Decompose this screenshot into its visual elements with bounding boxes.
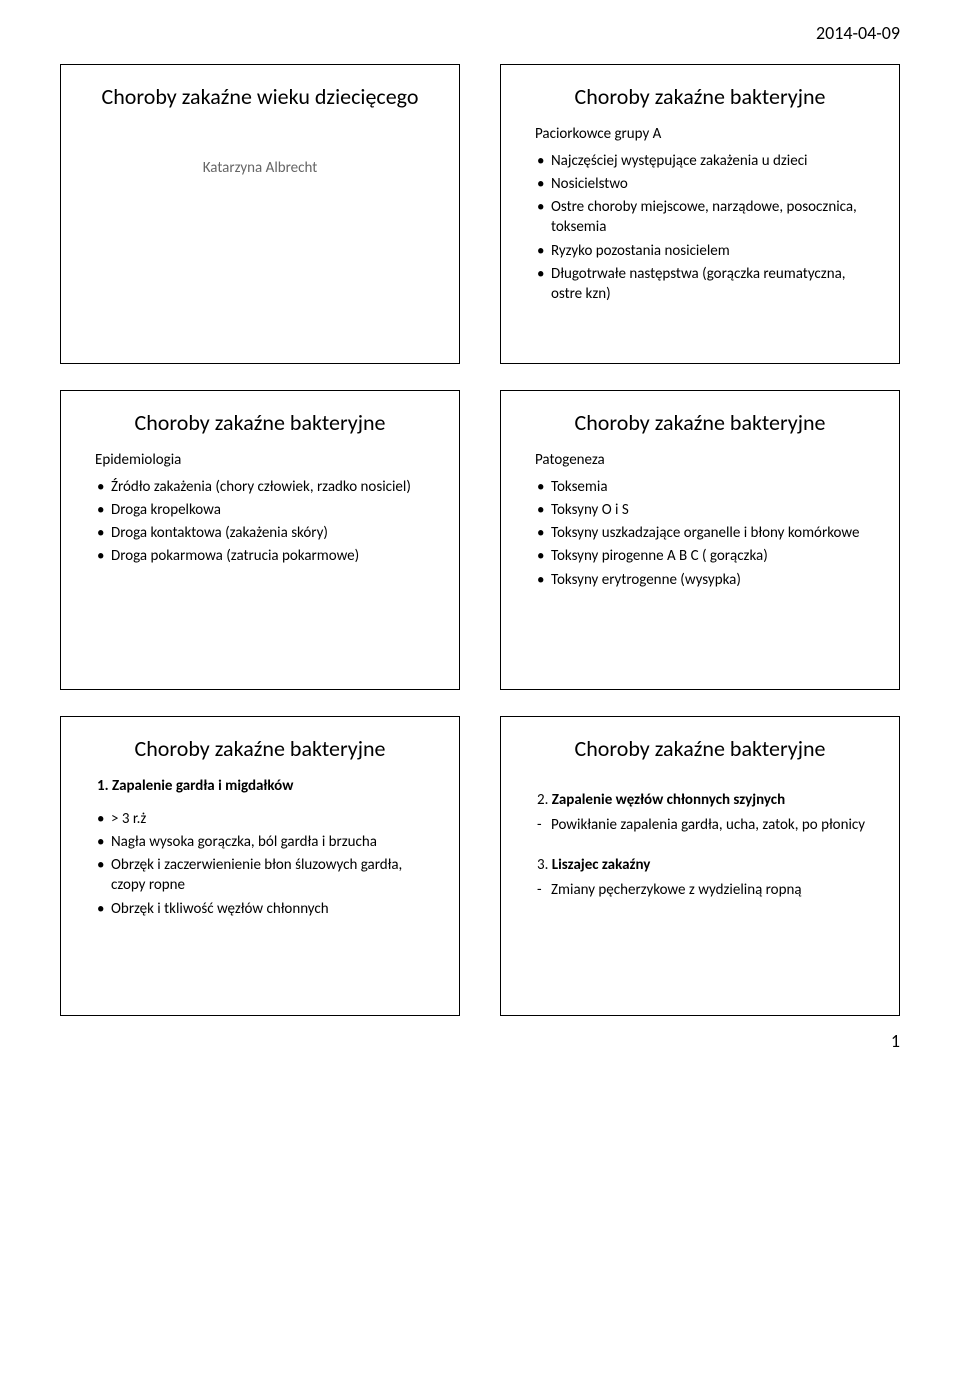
list-item: > 3 r.ż xyxy=(97,809,437,829)
list-item: Długotrwałe następstwa (gorączka reumaty… xyxy=(537,264,877,305)
slide-title: Choroby zakaźne bakteryjne xyxy=(83,409,437,437)
slide-author: Katarzyna Albrecht xyxy=(83,159,437,177)
list-item: Zmiany pęcherzykowe z wydzieliną ropną xyxy=(537,880,877,900)
list-item: Droga pokarmowa (zatrucia pokarmowe) xyxy=(97,546,437,566)
cell-1: Choroby zakaźne wieku dziecięcego Katarz… xyxy=(60,64,460,364)
list-item: Nosicielstwo xyxy=(537,174,877,194)
list-item: Toksyny erytrogenne (wysypka) xyxy=(537,570,877,590)
slide-1: Choroby zakaźne wieku dziecięcego Katarz… xyxy=(60,64,460,364)
list-item: Obrzęk i tkliwość węzłów chłonnych xyxy=(97,899,437,919)
bullet-list: > 3 r.ż Nagła wysoka gorączka, ból gardł… xyxy=(97,809,437,919)
list-item: Powikłanie zapalenia gardła, ucha, zatok… xyxy=(537,815,877,835)
cell-2: Choroby zakaźne bakteryjne Paciorkowce g… xyxy=(500,64,900,364)
dash-list: Powikłanie zapalenia gardła, ucha, zatok… xyxy=(537,815,877,835)
slide-title: Choroby zakaźne bakteryjne xyxy=(523,83,877,111)
slides-grid: Choroby zakaźne wieku dziecięcego Katarz… xyxy=(0,50,960,1016)
slide-6: Choroby zakaźne bakteryjne 2. Zapalenie … xyxy=(500,716,900,1016)
slide-heading: 3. Liszajec zakaźny xyxy=(537,856,877,874)
cell-5: Choroby zakaźne bakteryjne 1. Zapalenie … xyxy=(60,716,460,1016)
slide-title: Choroby zakaźne bakteryjne xyxy=(523,735,877,763)
cell-4: Choroby zakaźne bakteryjne Patogeneza To… xyxy=(500,390,900,690)
bullet-list: Toksemia Toksyny O i S Toksyny uszkadzaj… xyxy=(537,477,877,590)
list-item: Toksemia xyxy=(537,477,877,497)
slide-lead: Patogeneza xyxy=(535,451,877,469)
bullet-list: Źródło zakażenia (chory człowiek, rzadko… xyxy=(97,477,437,567)
slide-lead: Epidemiologia xyxy=(95,451,437,469)
slide-4: Choroby zakaźne bakteryjne Patogeneza To… xyxy=(500,390,900,690)
page-number: 1 xyxy=(0,1016,960,1072)
list-item: Ostre choroby miejscowe, narządowe, poso… xyxy=(537,197,877,238)
cell-6: Choroby zakaźne bakteryjne 2. Zapalenie … xyxy=(500,716,900,1016)
list-item: Obrzęk i zaczerwienienie błon śluzowych … xyxy=(97,855,437,896)
list-item: Droga kropelkowa xyxy=(97,500,437,520)
slide-lead: Paciorkowce grupy A xyxy=(535,125,877,143)
slide-5: Choroby zakaźne bakteryjne 1. Zapalenie … xyxy=(60,716,460,1016)
list-item: Najczęściej występujące zakażenia u dzie… xyxy=(537,151,877,171)
slide-heading: 2. Zapalenie węzłów chłonnych szyjnych xyxy=(537,791,877,809)
page-date: 2014-04-09 xyxy=(0,0,960,50)
list-item: Toksyny O i S xyxy=(537,500,877,520)
dash-list: Zmiany pęcherzykowe z wydzieliną ropną xyxy=(537,880,877,900)
heading-bold: Zapalenie węzłów chłonnych szyjnych xyxy=(552,791,785,809)
list-item: Toksyny pirogenne A B C ( gorączka) xyxy=(537,546,877,566)
cell-3: Choroby zakaźne bakteryjne Epidemiologia… xyxy=(60,390,460,690)
bullet-list: Najczęściej występujące zakażenia u dzie… xyxy=(537,151,877,305)
list-item: Nagła wysoka gorączka, ból gardła i brzu… xyxy=(97,832,437,852)
list-item: Droga kontaktowa (zakażenia skóry) xyxy=(97,523,437,543)
slide-3: Choroby zakaźne bakteryjne Epidemiologia… xyxy=(60,390,460,690)
list-item: Ryzyko pozostania nosicielem xyxy=(537,241,877,261)
slide-heading: 1. Zapalenie gardła i migdałków xyxy=(97,777,437,795)
list-item: Źródło zakażenia (chory człowiek, rzadko… xyxy=(97,477,437,497)
slide-2: Choroby zakaźne bakteryjne Paciorkowce g… xyxy=(500,64,900,364)
slide-title: Choroby zakaźne bakteryjne xyxy=(523,409,877,437)
slide-title: Choroby zakaźne wieku dziecięcego xyxy=(83,83,437,111)
heading-bold: Liszajec zakaźny xyxy=(552,856,651,874)
slide-title: Choroby zakaźne bakteryjne xyxy=(83,735,437,763)
list-item: Toksyny uszkadzające organelle i błony k… xyxy=(537,523,877,543)
